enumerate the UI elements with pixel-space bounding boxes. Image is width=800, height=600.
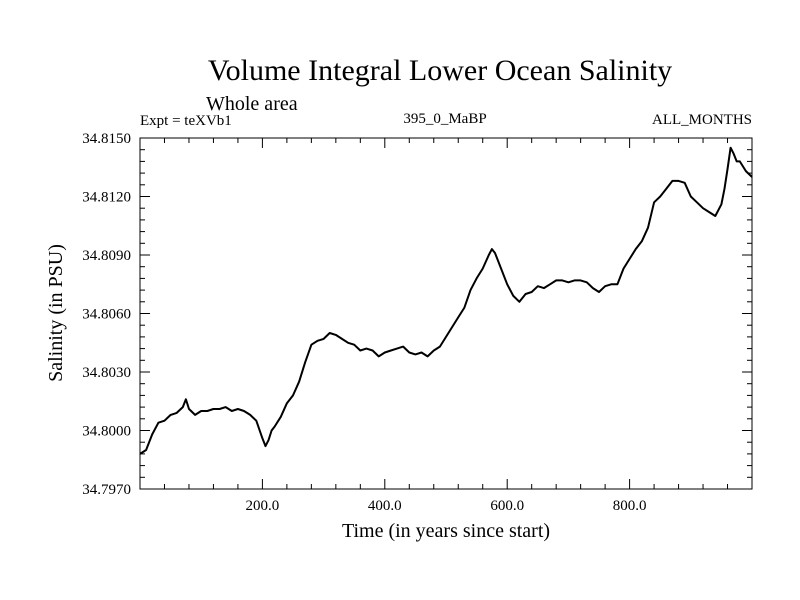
x-tick-label: 200.0	[246, 498, 280, 514]
chart-title: Volume Integral Lower Ocean Salinity	[208, 54, 672, 87]
y-tick-label: 34.8120	[82, 190, 131, 206]
plot-frame	[139, 137, 753, 490]
y-tick-label: 34.8000	[82, 424, 131, 440]
salinity-series-line	[139, 146, 753, 455]
chart-subtitle: Whole area	[206, 93, 298, 115]
period-label: ALL_MONTHS	[652, 112, 752, 128]
y-tick-label: 34.8090	[82, 248, 131, 264]
x-tick-label: 400.0	[368, 498, 402, 514]
experiment-label: Expt = teXVb1	[140, 113, 232, 129]
axis-tick-labels: 200.0 400.0 600.0 800.0 34.7970 34.8000 34.803…	[82, 131, 646, 514]
y-tick-label: 34.8060	[82, 307, 131, 323]
x-axis-label: Time (in years since start)	[342, 520, 550, 542]
y-tick-label: 34.7970	[82, 482, 131, 498]
y-axis-label: Salinity (in PSU)	[45, 244, 67, 382]
y-tick-label: 34.8030	[82, 365, 131, 381]
x-tick-label: 800.0	[613, 498, 647, 514]
y-tick-label: 34.8150	[82, 131, 131, 147]
axis-ticks	[140, 138, 753, 489]
x-tick-label: 600.0	[490, 498, 524, 514]
run-label: 395_0_MaBP	[403, 111, 486, 127]
